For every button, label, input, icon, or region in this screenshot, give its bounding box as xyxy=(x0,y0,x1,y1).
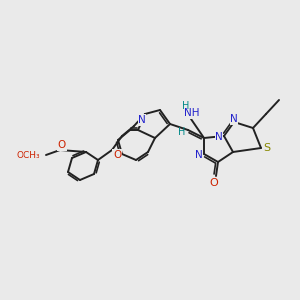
Text: H: H xyxy=(178,127,186,137)
Text: NH: NH xyxy=(184,108,200,118)
Text: N: N xyxy=(230,114,238,124)
Text: N: N xyxy=(138,115,146,125)
Text: N: N xyxy=(215,132,223,142)
Text: OCH₃: OCH₃ xyxy=(16,152,40,160)
Text: O: O xyxy=(58,140,66,150)
Text: O: O xyxy=(210,178,218,188)
Text: N: N xyxy=(195,150,203,160)
Text: S: S xyxy=(263,143,271,153)
Text: O: O xyxy=(113,150,121,160)
Text: H: H xyxy=(182,101,190,111)
